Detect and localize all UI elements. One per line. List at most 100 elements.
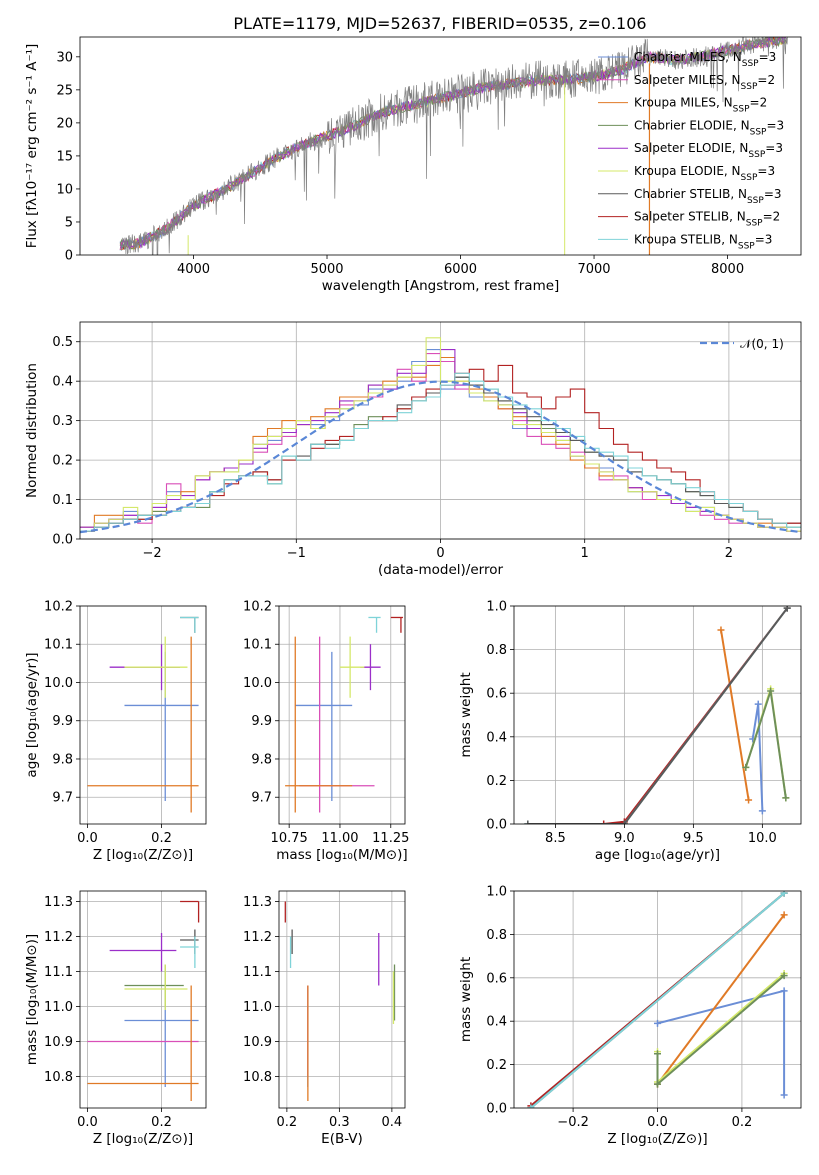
- weight-marker: [783, 606, 791, 612]
- y-axis-label: mass weight: [458, 957, 474, 1042]
- x-tick-label: 0.0: [77, 1115, 98, 1130]
- weight-line-chab_stelib: [527, 607, 788, 824]
- y-tick-label: 20: [56, 116, 73, 131]
- y-tick-label: 1.0: [486, 600, 507, 615]
- legend: 𝒩(0, 1): [700, 337, 784, 351]
- observed-spectrum-line: [119, 37, 788, 255]
- panel-massweight_vs_Z: −0.2 0.0 0.2 0.0 0.2 0.4 0.6 0.8 1.0 Z [log₁₀(Z/Z…: [458, 885, 802, 1147]
- x-tick-label: 1: [581, 546, 589, 561]
- y-axis-label: Normed distribution: [24, 363, 40, 498]
- plot-area: [80, 337, 801, 534]
- weight-marker: [620, 820, 628, 824]
- weight-marker: [780, 972, 788, 980]
- y-tick-label: 0.5: [52, 335, 73, 350]
- legend-entry: Salpeter STELIB, NSSP=2: [634, 210, 780, 229]
- y-axis-label: Flux [fλ10⁻¹⁷ erg cm⁻² s⁻¹ A⁻¹]: [24, 44, 40, 249]
- y-tick-label: 0.4: [486, 1015, 507, 1030]
- x-axis-label: Z [log₁₀(Z/Z⊙)]: [93, 847, 193, 863]
- y-tick-label: 9.8: [52, 752, 73, 767]
- y-tick-label: 11.1: [44, 965, 73, 980]
- y-tick-label: 15: [56, 149, 73, 164]
- legend-entry: Chabrier ELODIE, NSSP=3: [634, 118, 784, 137]
- x-axis-label: wavelength [Angstrom, rest frame]: [322, 278, 560, 294]
- y-tick-label: 10.0: [44, 676, 73, 691]
- x-tick-label: 5000: [310, 262, 343, 277]
- legend: Chabrier MILES, NSSP=3 Salpeter MILES, NS…: [598, 50, 784, 251]
- x-axis-label: Z [log₁₀(Z/Z⊙)]: [607, 1131, 707, 1147]
- plot-area: [119, 37, 788, 255]
- y-tick-label: 10.2: [243, 600, 272, 615]
- y-tick-label: 9.7: [251, 791, 272, 806]
- weight-marker: [600, 820, 608, 824]
- weight-line-chab_elodie: [656, 974, 785, 1087]
- x-tick-label: 6000: [444, 262, 477, 277]
- y-tick-label: 0.2: [486, 774, 507, 789]
- plot-area: [87, 900, 200, 1101]
- x-axis-label: mass [log₁₀(M/M⊙)]: [276, 847, 407, 863]
- y-tick-label: 11.2: [44, 930, 73, 945]
- x-tick-label: 0.0: [77, 831, 98, 846]
- y-tick-label: 0.2: [52, 454, 73, 469]
- y-tick-label: 10.8: [243, 1070, 272, 1085]
- y-tick-label: 9.8: [251, 752, 272, 767]
- legend-entry: Salpeter MILES, NSSP=2: [634, 73, 775, 92]
- y-tick-label: 11.1: [243, 965, 272, 980]
- x-tick-label: 9.5: [683, 831, 704, 846]
- y-tick-label: 9.7: [52, 791, 73, 806]
- panel-residuals: −2 −1 0 1 2 0.0 0.1 0.2 0.3 0.4 0.5 (data-model)/er…: [24, 321, 802, 578]
- weight-marker: [780, 1091, 788, 1099]
- legend-entry: Kroupa STELIB, NSSP=3: [634, 232, 772, 251]
- panel-mass_vs_Z: 0.0 0.2 10.8 10.9 11.0 11.1 11.2 11.3 Z [log₁₀(Z…: [24, 890, 207, 1147]
- x-tick-label: 0.2: [277, 1115, 298, 1130]
- weight-marker: [754, 700, 762, 708]
- y-tick-label: 10: [56, 182, 73, 197]
- y-tick-label: 11.0: [243, 1000, 272, 1015]
- x-tick-label: 8.5: [545, 831, 566, 846]
- plot-area: [285, 616, 403, 813]
- x-tick-label: 0.0: [647, 1115, 668, 1130]
- legend-entry: Chabrier STELIB, NSSP=3: [634, 187, 782, 206]
- weight-line-chab_elodie: [744, 690, 787, 798]
- axes-frame: [79, 321, 802, 540]
- legend-entry: Kroupa ELODIE, NSSP=3: [634, 164, 775, 183]
- y-tick-label: 5: [65, 215, 73, 230]
- x-tick-label: 9.0: [614, 831, 635, 846]
- weight-marker: [780, 911, 788, 919]
- x-tick-label: 2: [725, 546, 733, 561]
- weight-marker: [742, 763, 750, 771]
- x-tick-label: 8000: [711, 262, 744, 277]
- panel-massweight_vs_age: 8.5 9.0 9.5 10.0 0.0 0.2 0.4 0.6 0.8 1.0 age [log₁…: [458, 600, 802, 863]
- x-tick-label: 0.4: [382, 1115, 403, 1130]
- weight-line-krou_elodie: [656, 972, 785, 1085]
- y-tick-label: 10.9: [243, 1035, 272, 1050]
- axes-frame: [513, 890, 802, 1109]
- plot-area: [87, 616, 199, 813]
- plot-area: [284, 901, 396, 1101]
- y-tick-label: 10.8: [44, 1070, 73, 1085]
- weight-line-krou_miles: [656, 914, 785, 1085]
- y-tick-label: 0.0: [52, 533, 73, 548]
- axes-frame: [278, 890, 406, 1109]
- x-axis-label: Z [log₁₀(Z/Z⊙)]: [93, 1131, 193, 1147]
- axes-frame: [79, 890, 207, 1109]
- gaussian-curve: [80, 380, 801, 534]
- figure-title: PLATE=1179, MJD=52637, FIBERID=0535, z=0…: [233, 14, 646, 33]
- y-tick-label: 11.3: [243, 895, 272, 910]
- y-axis-label: mass [log₁₀(M/M⊙)]: [24, 934, 40, 1065]
- y-tick-label: 0.8: [486, 928, 507, 943]
- weight-line-krou_miles: [720, 629, 750, 801]
- histogram-series-krou_stelib: [80, 372, 801, 532]
- y-tick-label: 9.9: [251, 714, 272, 729]
- x-tick-label: −0.2: [557, 1115, 589, 1130]
- y-tick-label: 10.2: [44, 600, 73, 615]
- y-tick-label: 10.1: [44, 638, 73, 653]
- weight-marker: [654, 1019, 661, 1027]
- panel-spectrum: 4000 5000 6000 7000 8000 0 5 10 15 20 25 30 waveleng…: [24, 36, 802, 294]
- x-tick-label: 0.3: [329, 1115, 350, 1130]
- y-tick-label: 0.0: [486, 1102, 507, 1117]
- y-tick-label: 0.6: [486, 687, 507, 702]
- y-tick-label: 9.9: [52, 714, 73, 729]
- panel-age_vs_Z: 0.0 0.2 9.7 9.8 9.9 10.0 10.1 10.2 Z [log₁₀(Z/Z⊙…: [24, 600, 207, 863]
- legend-entry: Chabrier MILES, NSSP=3: [634, 50, 776, 69]
